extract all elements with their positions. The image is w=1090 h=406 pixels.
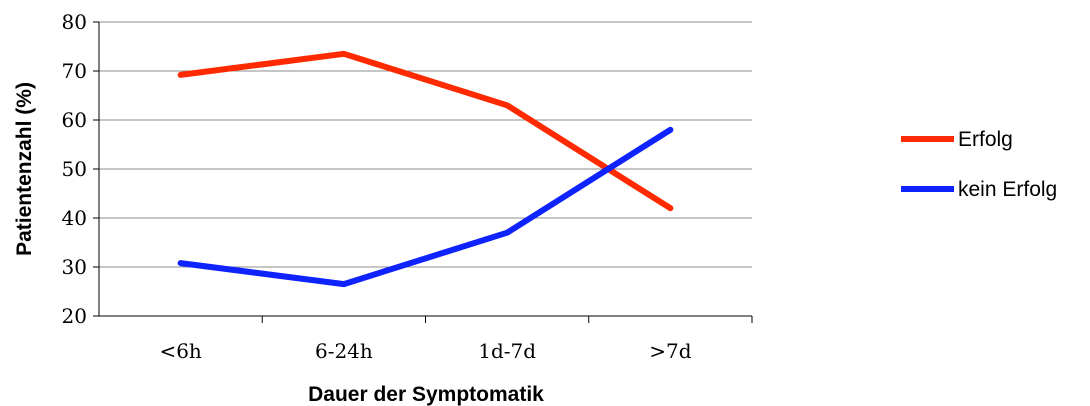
series-line-kein-erfolg: [177, 126, 674, 288]
legend-label-kein-erfolg: kein Erfolg: [958, 178, 1057, 201]
y-tick-label: 60: [62, 108, 87, 132]
y-tick-label: 50: [62, 157, 87, 181]
y-tick-label: 70: [62, 59, 87, 83]
y-tick-label: 40: [62, 206, 87, 230]
x-tick-labels: <6h 6-24h 1d-7d >7d: [159, 339, 691, 363]
series-line-erfolg: [177, 50, 674, 212]
legend: Erfolg kein Erfolg: [901, 128, 1057, 201]
x-tick-label: >7d: [649, 339, 691, 363]
series-lines: [177, 50, 674, 288]
legend-label-erfolg: Erfolg: [958, 128, 1013, 151]
x-axis-title: Dauer der Symptomatik: [308, 383, 544, 406]
x-tick-label: <6h: [159, 339, 201, 363]
y-axis-title: Patientenzahl (%): [13, 82, 36, 256]
grid-lines: [99, 21, 752, 268]
y-tick-label: 20: [62, 304, 87, 328]
y-tick-label: 80: [62, 10, 87, 34]
y-tick-label: 30: [62, 255, 87, 279]
x-tick-label: 1d-7d: [478, 339, 536, 363]
y-tick-labels: 20 30 40 50 60 70 80: [62, 10, 87, 328]
axes: [93, 21, 753, 323]
x-tick-label: 6-24h: [315, 339, 373, 363]
